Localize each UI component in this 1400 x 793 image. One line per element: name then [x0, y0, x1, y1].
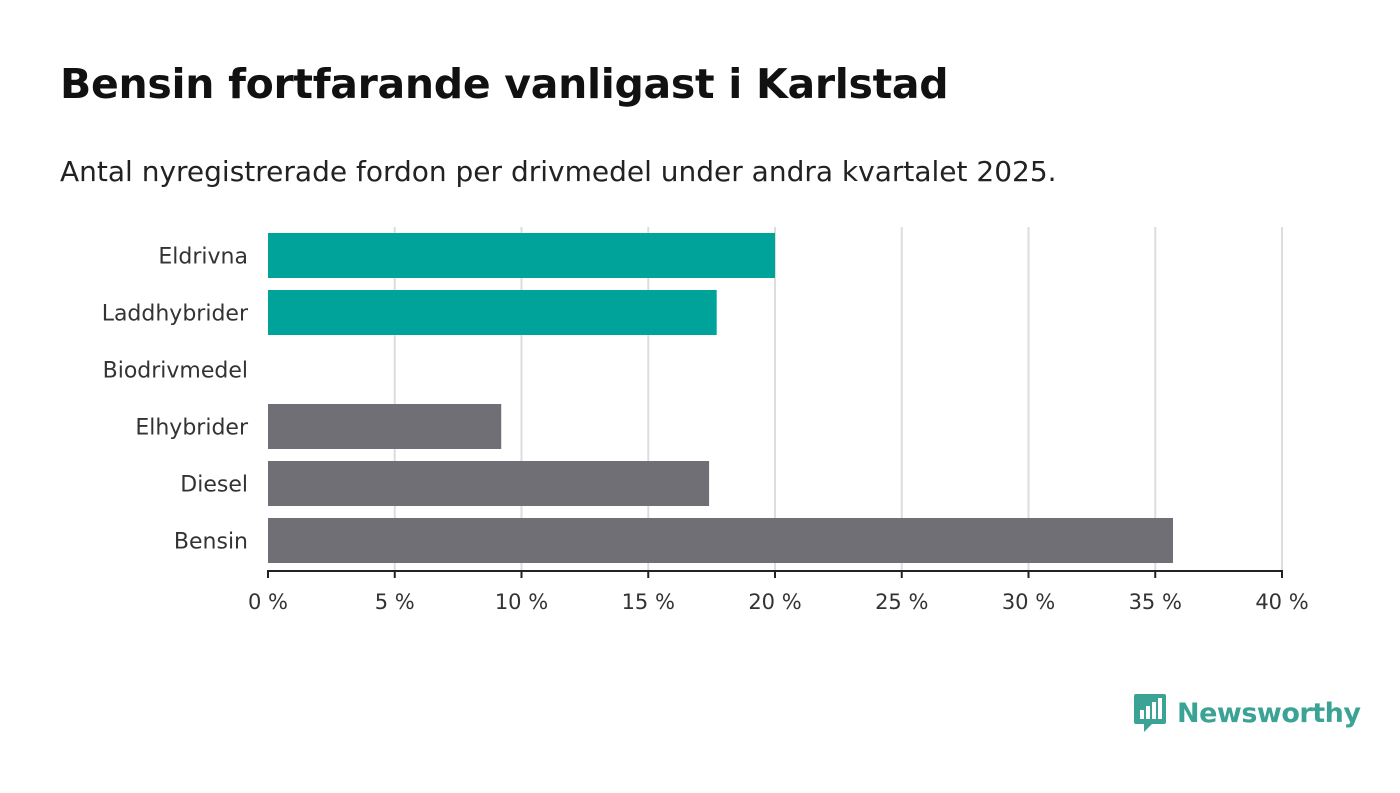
x-tick-label: 25 % [875, 590, 928, 614]
bar-laddhybrider [268, 290, 717, 335]
x-tick-label: 20 % [748, 590, 801, 614]
x-tick-label: 30 % [1002, 590, 1055, 614]
category-label: Bensin [174, 530, 248, 555]
grid-lines [393, 227, 1283, 571]
category-labels: Eldrivna Laddhybrider Biodrivmedel Elhybrid… [102, 245, 249, 555]
bar-chart: Eldrivna Laddhybrider Biodrivmedel Elhybrid… [102, 227, 1309, 614]
x-tick-label: 10 % [495, 590, 548, 614]
bars [268, 233, 1173, 563]
chart-title: Bensin fortfarande vanligast i Karlstad [60, 60, 949, 108]
newsworthy-logo-icon [1134, 694, 1166, 732]
category-label: Eldrivna [158, 245, 248, 270]
category-label: Biodrivmedel [103, 359, 248, 384]
bar-elhybrider [268, 404, 502, 449]
x-tick-label: 15 % [622, 590, 675, 614]
x-axis: 0 % 5 % 10 % 15 % 20 % 25 % 30 % 35 % 40 % [248, 570, 1309, 614]
x-tick-label: 0 % [248, 590, 288, 614]
x-tick-label: 35 % [1129, 590, 1182, 614]
x-tick-label: 5 % [375, 590, 415, 614]
category-label: Diesel [180, 473, 248, 498]
brand-name: Newsworthy [1177, 697, 1361, 729]
bar-bensin [268, 518, 1173, 563]
brand-logo: Newsworthy [1132, 692, 1361, 734]
bar-diesel [268, 461, 710, 506]
bar-eldrivna [268, 233, 775, 278]
chart-subtitle: Antal nyregistrerade fordon per drivmede… [60, 155, 1057, 188]
category-label: Laddhybrider [102, 302, 249, 327]
x-tick-label: 40 % [1255, 590, 1308, 614]
category-label: Elhybrider [135, 416, 249, 441]
